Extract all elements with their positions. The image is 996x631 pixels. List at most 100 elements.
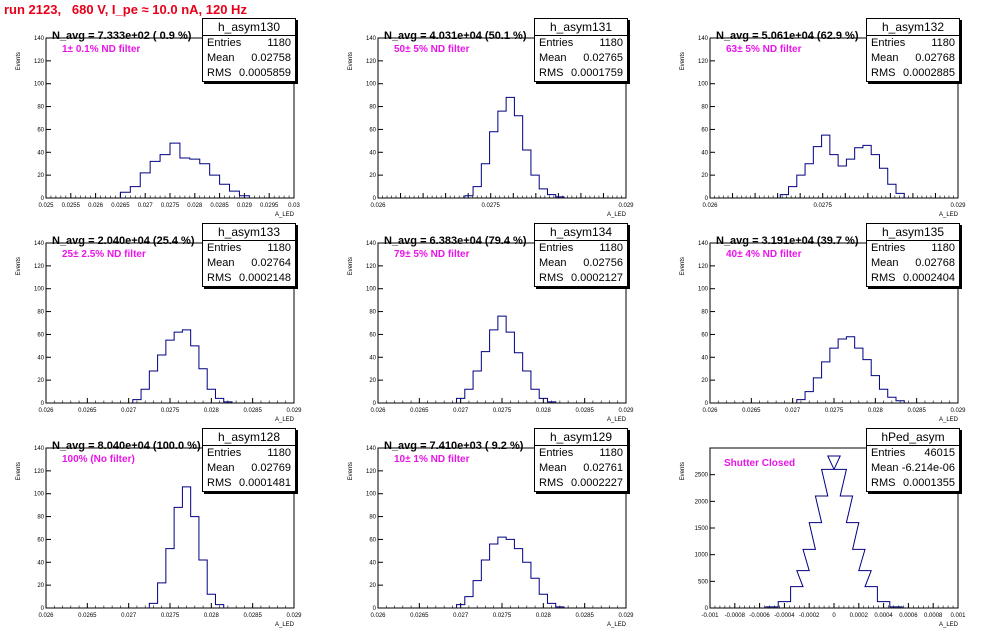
x-tick-label: 0.0275 — [814, 203, 833, 209]
stats-key: RMS — [871, 477, 896, 489]
y-tick-label: 20 — [37, 583, 44, 589]
histogram-bin — [539, 594, 547, 608]
n-avg-label: N_avg = 5.061e+04 (62.9 %) — [716, 30, 859, 42]
y-axis-label: Events — [16, 52, 22, 70]
x-tick-label: 0.028 — [536, 408, 552, 414]
histogram-svg: 0.026 0.0265 0.027 0.0275 0.028 0.0285 0.029 0 2… — [348, 241, 634, 423]
histogram-bin — [170, 143, 180, 198]
stats-row: RMS 0.0002227 — [535, 476, 627, 491]
histogram-bin — [531, 175, 539, 198]
run-title: run 2123, 680 V, I_pe ≈ 10.0 nA, 120 Hz — [4, 2, 247, 17]
y-axis-label: Events — [16, 462, 22, 480]
y-tick-label: 100 — [366, 492, 377, 498]
x-tick-label: 0.0265 — [410, 613, 429, 619]
x-axis-label: A_LED — [275, 417, 295, 423]
stats-value: 1180 — [599, 37, 623, 49]
histogram-bin — [822, 362, 830, 403]
stats-row: Mean 0.02758 — [203, 51, 295, 66]
x-tick-label: 0.029 — [618, 203, 634, 209]
x-tick-label: -0.0008 — [725, 613, 746, 619]
histogram-bin — [150, 161, 160, 198]
histogram-svg: 0.026 0.0265 0.027 0.0275 0.028 0.0285 0.029 0 2… — [348, 446, 634, 628]
histogram-svg: 0.026 0.0265 0.027 0.0275 0.028 0.0285 0.029 0 2… — [680, 241, 966, 423]
histogram-bin — [224, 402, 232, 403]
histogram-bin — [506, 97, 514, 198]
histogram-bin — [465, 196, 473, 198]
histogram-bin — [149, 603, 157, 608]
x-tick-label: 0 — [832, 613, 836, 619]
histogram-bin — [207, 389, 215, 403]
x-tick-label: 0.0285 — [575, 408, 594, 414]
x-tick-label: 0.0265 — [742, 408, 761, 414]
histogram-bin — [896, 193, 904, 198]
y-axis-label: Events — [348, 257, 354, 275]
stats-box: hPed_asym Entries 46015 Mean -6.214e-06 RMS 0.… — [866, 428, 960, 492]
histogram-panel: 0.026 0.0265 0.027 0.0275 0.028 0.0285 0.029 0 2… — [336, 426, 636, 628]
x-tick-label: 0.029 — [286, 613, 302, 619]
x-tick-label: 0.028 — [868, 408, 884, 414]
stats-key: Entries — [871, 37, 906, 49]
stats-row: Entries 46015 — [867, 446, 959, 461]
histogram-bin — [805, 164, 813, 198]
x-tick-label: 0.0285 — [210, 203, 229, 209]
x-tick-label: 0.027 — [785, 408, 801, 414]
stats-key: Entries — [207, 242, 242, 254]
stats-box: h_asym129 Entries 1180 Mean 0.02761 RMS 0.0002… — [534, 428, 628, 492]
y-tick-label: 60 — [369, 127, 376, 133]
histogram-name: hPed_asym — [867, 429, 959, 446]
histogram-bin — [556, 197, 564, 198]
histogram-bin — [838, 166, 846, 198]
x-tick-label: 0.0275 — [161, 408, 180, 414]
stats-value: 1180 — [931, 242, 955, 254]
stats-key: Entries — [539, 242, 574, 254]
y-tick-label: 80 — [701, 105, 708, 111]
x-tick-label: -0.0004 — [774, 613, 795, 619]
stats-row: Entries 1180 — [535, 446, 627, 461]
x-tick-label: 0.026 — [38, 408, 54, 414]
x-tick-label: 0.027 — [138, 203, 154, 209]
histogram-bin — [879, 389, 887, 403]
histogram-bin — [871, 376, 879, 403]
histogram-bin — [523, 562, 531, 608]
stats-key: RMS — [207, 67, 232, 79]
histogram-panel: -0.001 -0.0008 -0.0006 -0.0004 -0.0002 0 0.000… — [668, 426, 968, 628]
stats-key: Entries — [539, 447, 574, 459]
stats-value: 0.02768 — [915, 52, 955, 64]
x-axis-label: A_LED — [939, 417, 959, 423]
y-tick-label: 20 — [37, 173, 44, 179]
histogram-bin — [766, 607, 778, 608]
y-axis-label: Events — [680, 462, 686, 480]
histogram-bin — [888, 184, 896, 198]
stats-row: Mean 0.02764 — [203, 256, 295, 271]
stats-key: Entries — [207, 447, 242, 459]
histogram-bin — [797, 400, 805, 403]
stats-row: Mean 0.02761 — [535, 461, 627, 476]
n-avg-label: N_avg = 4.031e+04 (50.1 %) — [384, 30, 527, 42]
stats-key: Entries — [871, 242, 906, 254]
x-tick-label: 0.03 — [288, 203, 300, 209]
histogram-bin — [490, 544, 498, 608]
y-tick-label: 100 — [366, 82, 377, 88]
histogram-panel: 0.026 0.0265 0.027 0.0275 0.028 0.0285 0.029 0 2… — [4, 221, 304, 423]
x-tick-label: 0.025 — [38, 203, 54, 209]
stats-key: RMS — [539, 67, 564, 79]
histogram-bin — [174, 507, 182, 608]
y-tick-label: 80 — [369, 515, 376, 521]
histogram-line — [456, 536, 565, 608]
histogram-bin — [182, 487, 190, 608]
histogram-bin — [481, 352, 489, 403]
stats-key: RMS — [207, 477, 232, 489]
histogram-bin — [890, 607, 902, 608]
x-axis-label: A_LED — [939, 622, 959, 628]
histogram-bin — [830, 155, 838, 198]
y-tick-label: 100 — [34, 82, 45, 88]
x-tick-label: 0.026 — [702, 203, 718, 209]
y-tick-label: 140 — [698, 241, 709, 247]
stats-row: RMS 0.0001759 — [535, 66, 627, 81]
histogram-bin — [207, 594, 215, 608]
n-avg-label: N_avg = 7.333e+02 ( 0.9 %) — [52, 30, 192, 42]
y-axis-label: Events — [680, 257, 686, 275]
y-tick-label: 80 — [37, 515, 44, 521]
y-tick-label: 80 — [37, 105, 44, 111]
x-tick-label: 0.0285 — [907, 408, 926, 414]
